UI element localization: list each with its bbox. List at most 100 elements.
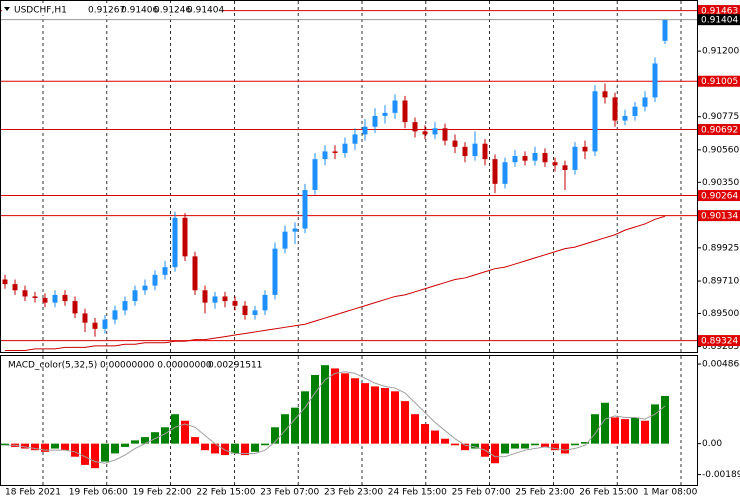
- x-tick-label: 25 Feb 23:00: [515, 488, 574, 498]
- candle-body: [662, 19, 668, 41]
- candle-body: [82, 313, 88, 323]
- candle-body: [332, 151, 338, 153]
- candle-body: [652, 63, 658, 98]
- histogram-bar: [461, 443, 469, 451]
- y-tick-label: 0.90560: [702, 145, 739, 155]
- indicator-last-value: 0.00291511: [208, 361, 262, 371]
- y-tick-label: 0.90775: [702, 112, 739, 122]
- candle-body: [572, 146, 578, 170]
- candle-body: [32, 296, 38, 298]
- histogram-bar: [301, 391, 309, 444]
- histogram-bar: [121, 443, 129, 447]
- histogram-bar: [431, 430, 439, 444]
- x-tick-label: 23 Feb 23:00: [324, 488, 383, 498]
- candle-body: [172, 217, 178, 268]
- x-tick-label: 19 Feb 22:00: [133, 488, 192, 498]
- candle-body: [382, 112, 388, 116]
- candle-body: [632, 106, 638, 116]
- x-tick-label: 18 Feb 2021: [5, 488, 61, 498]
- histogram-bar: [441, 438, 449, 444]
- candle-body: [292, 228, 298, 232]
- histogram-bar: [601, 402, 609, 444]
- header-open: 0.91267: [88, 6, 125, 16]
- candle-body: [542, 152, 548, 163]
- level-label: 0.90264: [701, 192, 738, 202]
- candle-body: [362, 126, 368, 135]
- level-label-box: [698, 5, 740, 17]
- candle-body: [482, 143, 488, 160]
- histogram-bar: [581, 442, 589, 444]
- candle-body: [462, 146, 468, 157]
- histogram-bar: [251, 443, 259, 452]
- candle-body: [522, 156, 528, 161]
- level-label: 0.90692: [701, 126, 738, 136]
- histogram-bar: [401, 401, 409, 444]
- histogram-bar: [261, 443, 269, 446]
- x-tick-label: 22 Feb 15:00: [196, 488, 255, 498]
- histogram-bar: [331, 368, 339, 444]
- candle-body: [112, 310, 118, 320]
- histogram-bar: [141, 437, 149, 444]
- last-price-label: 0.91404: [701, 16, 738, 26]
- header-bg: [2, 3, 222, 15]
- candle-body: [92, 322, 98, 329]
- candle-body: [242, 305, 248, 315]
- candle-body: [192, 256, 198, 291]
- histogram-bar: [31, 443, 39, 451]
- histogram-bar: [171, 414, 179, 444]
- y-tick-label: 0.89710: [702, 277, 739, 287]
- candle-body: [282, 231, 288, 249]
- candle-body: [302, 190, 308, 229]
- histogram-bar: [41, 443, 49, 452]
- histogram-bar: [291, 407, 299, 444]
- histogram-bar: [561, 443, 569, 454]
- histogram-bar: [311, 374, 319, 444]
- candle-body: [392, 100, 398, 113]
- x-tick-label: 26 Feb 15:00: [579, 488, 638, 498]
- header-high: 0.91406: [121, 6, 158, 16]
- level-label-box: [698, 335, 740, 347]
- histogram-bar: [641, 420, 649, 444]
- histogram-bar: [21, 443, 29, 449]
- histogram-bar: [511, 443, 519, 449]
- histogram-bar: [101, 443, 109, 462]
- histogram-bar: [411, 414, 419, 444]
- histogram-bar: [221, 443, 229, 456]
- y-tick-label: 0.90350: [702, 178, 739, 188]
- histogram-bar: [551, 443, 559, 451]
- level-label-box: [698, 210, 740, 222]
- histogram-bar: [371, 386, 379, 444]
- y-tick-label: 0.89285: [702, 342, 739, 352]
- histogram-bar: [621, 419, 629, 444]
- header-arrow: [4, 7, 10, 11]
- histogram-bar: [51, 443, 59, 449]
- histogram-bar: [531, 443, 539, 446]
- histogram-bar: [271, 427, 279, 444]
- candle-body: [402, 100, 408, 123]
- candle-body: [52, 294, 58, 303]
- level-label: 0.91005: [701, 77, 738, 87]
- x-tick-label: 25 Feb 07:00: [452, 488, 511, 498]
- histogram-bar: [61, 443, 69, 451]
- histogram-bar: [321, 365, 329, 444]
- histogram-bar: [181, 420, 189, 444]
- candle-body: [372, 115, 378, 127]
- candle-body: [592, 91, 598, 152]
- level-label-box: [698, 75, 740, 87]
- level-label: 0.89324: [701, 337, 738, 347]
- histogram-bar: [651, 404, 659, 444]
- histogram-bar: [1, 443, 9, 446]
- y-tick-label: 0.89925: [702, 243, 739, 253]
- histogram-bar: [341, 373, 349, 444]
- candle-body: [342, 143, 348, 153]
- candle-body: [612, 97, 618, 121]
- chart-title: USDCHF,H1: [14, 6, 67, 16]
- x-tick-label: 23 Feb 07:00: [260, 488, 319, 498]
- candle-body: [642, 97, 648, 107]
- candle-body: [232, 301, 238, 306]
- header-low: 0.91246: [154, 6, 191, 16]
- candle-body: [212, 296, 218, 303]
- candle-body: [472, 143, 478, 157]
- histogram-bar: [71, 443, 79, 457]
